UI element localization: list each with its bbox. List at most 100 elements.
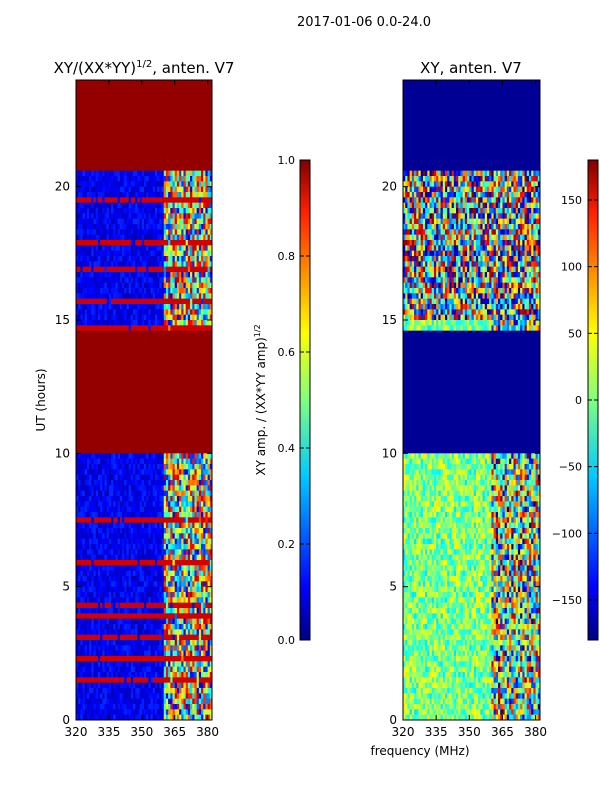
- heat-cell: [133, 272, 136, 278]
- heat-cell: [106, 176, 110, 182]
- heat-cell: [102, 128, 105, 134]
- heat-cell: [192, 320, 195, 326]
- heat-cell: [102, 458, 105, 465]
- heat-cell: [89, 192, 92, 198]
- heat-cell: [115, 176, 119, 182]
- heat-cell: [117, 160, 121, 166]
- heat-cell: [154, 202, 158, 209]
- heat-cell: [181, 432, 184, 438]
- heat-cell: [174, 442, 178, 449]
- heat-cell: [146, 442, 149, 449]
- heat-cell: [207, 378, 211, 385]
- heat-cell: [168, 261, 171, 268]
- heat-cell: [207, 293, 211, 300]
- heat-cell: [141, 288, 145, 294]
- heat-cell: [176, 437, 180, 444]
- heat-cell: [172, 245, 176, 252]
- heat-cell: [102, 138, 105, 145]
- heat-cell: [95, 138, 99, 145]
- heat-cell: [78, 266, 81, 273]
- heat-cell: [190, 336, 193, 342]
- heat-cell: [146, 213, 149, 220]
- heat-cell: [172, 496, 176, 502]
- heat-cell: [192, 448, 195, 454]
- heat-cell: [115, 357, 119, 364]
- heat-cell: [128, 160, 132, 166]
- heat-cell: [126, 122, 130, 129]
- heat-cell: [95, 261, 99, 268]
- heat-cell: [165, 464, 169, 470]
- heat-cell: [113, 336, 116, 342]
- heat-cell: [196, 394, 200, 401]
- heat-cell: [104, 106, 108, 113]
- heat-cell: [172, 421, 176, 428]
- heat-cell: [91, 272, 94, 278]
- heat-cell: [124, 165, 127, 172]
- heat-cell: [126, 240, 130, 246]
- heat-cell: [163, 245, 167, 252]
- heat-cell: [190, 181, 193, 188]
- heat-cell: [201, 170, 204, 177]
- heat-cell: [137, 202, 141, 209]
- heat-cell: [128, 341, 132, 348]
- heat-cell: [84, 170, 88, 177]
- heat-cell: [117, 394, 121, 401]
- heat-cell: [95, 336, 99, 342]
- heat-cell: [80, 272, 83, 278]
- heat-cell: [141, 336, 145, 342]
- heat-cell: [172, 128, 176, 134]
- heat-cell: [106, 293, 110, 300]
- heat-cell: [86, 336, 90, 342]
- heat-cell: [176, 357, 180, 364]
- heat-cell: [84, 218, 88, 225]
- heat-cell: [209, 176, 212, 182]
- heat-cell: [165, 256, 169, 262]
- heat-cell: [187, 336, 191, 342]
- heat-cell: [205, 256, 209, 262]
- heat-cell: [157, 176, 160, 182]
- heat-cell: [102, 416, 105, 422]
- heat-cell: [144, 133, 147, 140]
- heat-cell: [128, 373, 132, 380]
- heat-cell: [137, 112, 141, 118]
- heat-cell: [165, 437, 169, 444]
- heat-cell: [111, 112, 114, 118]
- heat-cell: [117, 224, 121, 230]
- heat-cell: [163, 106, 167, 113]
- heat-cell: [80, 325, 83, 332]
- heat-cell: [100, 309, 103, 316]
- heat-cell: [161, 362, 165, 369]
- heat-cell: [78, 165, 81, 172]
- heat-cell: [108, 400, 112, 406]
- heat-cell: [119, 320, 123, 326]
- heat-cell: [172, 218, 176, 225]
- heat-cell: [187, 85, 191, 92]
- heat-cell: [187, 384, 191, 390]
- heat-cell: [104, 85, 108, 92]
- heat-cell: [179, 90, 182, 97]
- heat-cell: [102, 181, 105, 188]
- heat-cell: [205, 453, 209, 460]
- heat-cell: [170, 181, 173, 188]
- heat-cell: [80, 106, 83, 113]
- heat-cell: [104, 437, 108, 444]
- heat-cell: [150, 458, 154, 465]
- heat-cell: [146, 288, 149, 294]
- heat-cell: [117, 245, 121, 252]
- heat-cell: [196, 368, 200, 374]
- heat-cell: [124, 229, 127, 236]
- heat-cell: [89, 506, 92, 513]
- heat-cell: [185, 250, 189, 257]
- heat-cell: [80, 357, 83, 364]
- heat-cell: [93, 325, 97, 332]
- heat-cell: [174, 96, 178, 102]
- heat-cell: [113, 448, 116, 454]
- heat-cell: [91, 117, 94, 124]
- heat-cell: [82, 336, 86, 342]
- heat-cell: [187, 202, 191, 209]
- heat-cell: [126, 485, 130, 492]
- heat-cell: [141, 474, 145, 481]
- heat-cell: [181, 138, 184, 145]
- heat-cell: [141, 181, 145, 188]
- heat-cell: [152, 458, 156, 465]
